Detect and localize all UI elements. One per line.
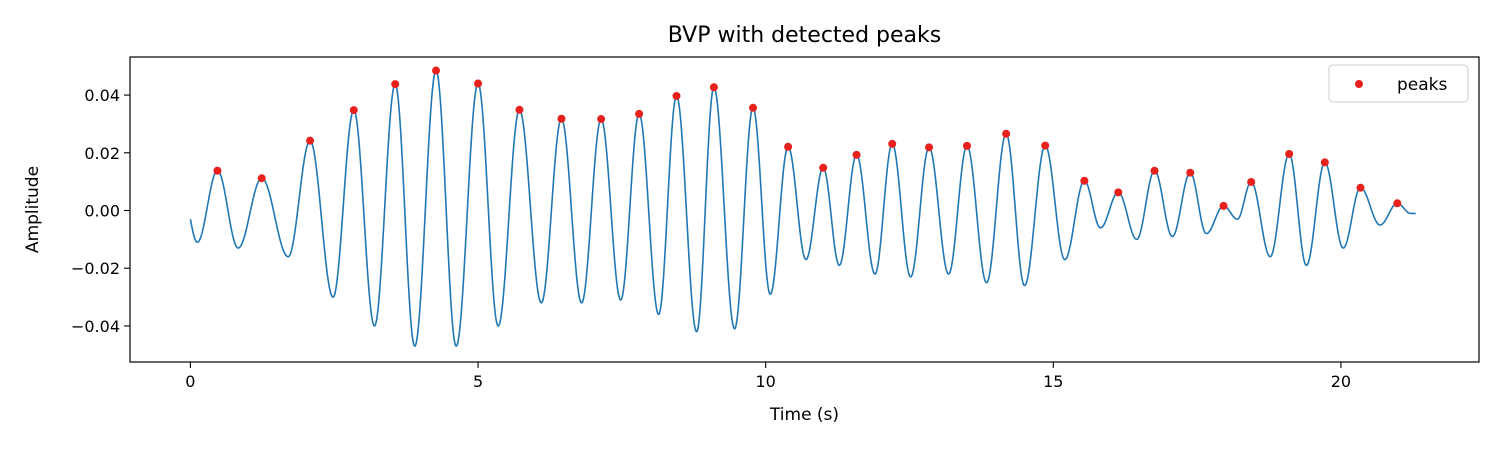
y-tick-label: 0.00	[84, 202, 120, 221]
x-axis-label: Time (s)	[769, 405, 839, 425]
peak-point	[1150, 166, 1159, 175]
peak-point	[749, 103, 758, 112]
peak-point	[391, 80, 400, 89]
peak-point	[1080, 176, 1089, 185]
peak-point	[257, 174, 266, 183]
y-tick-label: 0.04	[84, 86, 120, 105]
legend-marker-peaks	[1355, 80, 1363, 88]
peak-point	[1393, 199, 1402, 208]
peak-point	[1041, 141, 1050, 150]
legend-box	[1328, 64, 1469, 103]
peak-point	[1356, 183, 1365, 192]
x-tick-label: 5	[473, 372, 483, 391]
peak-point	[474, 79, 483, 88]
peak-point	[1219, 201, 1228, 210]
peak-point	[1186, 168, 1195, 177]
signal-layer	[189, 69, 1417, 347]
peak-point	[672, 91, 681, 100]
peak-point	[306, 136, 315, 145]
peak-point	[557, 114, 566, 123]
y-tick-label: 0.02	[84, 144, 120, 163]
axes-frame	[129, 56, 1480, 363]
peak-point	[1247, 177, 1256, 186]
y-axis-label: Amplitude	[23, 166, 43, 253]
peak-point	[852, 150, 861, 159]
peak-point	[597, 115, 606, 124]
legend-entry-peaks: peaks	[1397, 75, 1448, 95]
chart-title: BVP with detected peaks	[668, 23, 941, 48]
x-tick-label: 0	[185, 372, 195, 391]
peak-point	[432, 66, 441, 75]
x-tick-label: 20	[1331, 372, 1351, 391]
x-axis-ticks: 0 5 10 15 20	[185, 362, 1351, 391]
plot-area	[129, 56, 1480, 363]
legend: peaks	[1328, 64, 1469, 103]
peak-point	[819, 163, 828, 172]
peaks-layer	[213, 66, 1402, 210]
y-tick-label: −0.02	[71, 259, 120, 278]
peak-point	[635, 109, 644, 118]
peak-point	[515, 105, 524, 114]
peak-point	[963, 141, 972, 150]
x-tick-label: 10	[755, 372, 775, 391]
y-axis-ticks: −0.04 −0.02 0.00 0.02 0.04	[71, 86, 130, 336]
peak-point	[1285, 149, 1294, 158]
peak-point	[1114, 188, 1123, 197]
peak-point	[213, 166, 222, 175]
peak-point	[1002, 129, 1011, 138]
peak-point	[1320, 158, 1329, 167]
peak-point	[709, 83, 718, 92]
signal-line	[189, 69, 1417, 347]
peak-point	[888, 139, 897, 148]
peak-point	[925, 143, 934, 152]
y-tick-label: −0.04	[71, 317, 120, 336]
x-tick-label: 15	[1043, 372, 1063, 391]
peak-point	[784, 142, 793, 151]
peak-point	[349, 106, 358, 115]
